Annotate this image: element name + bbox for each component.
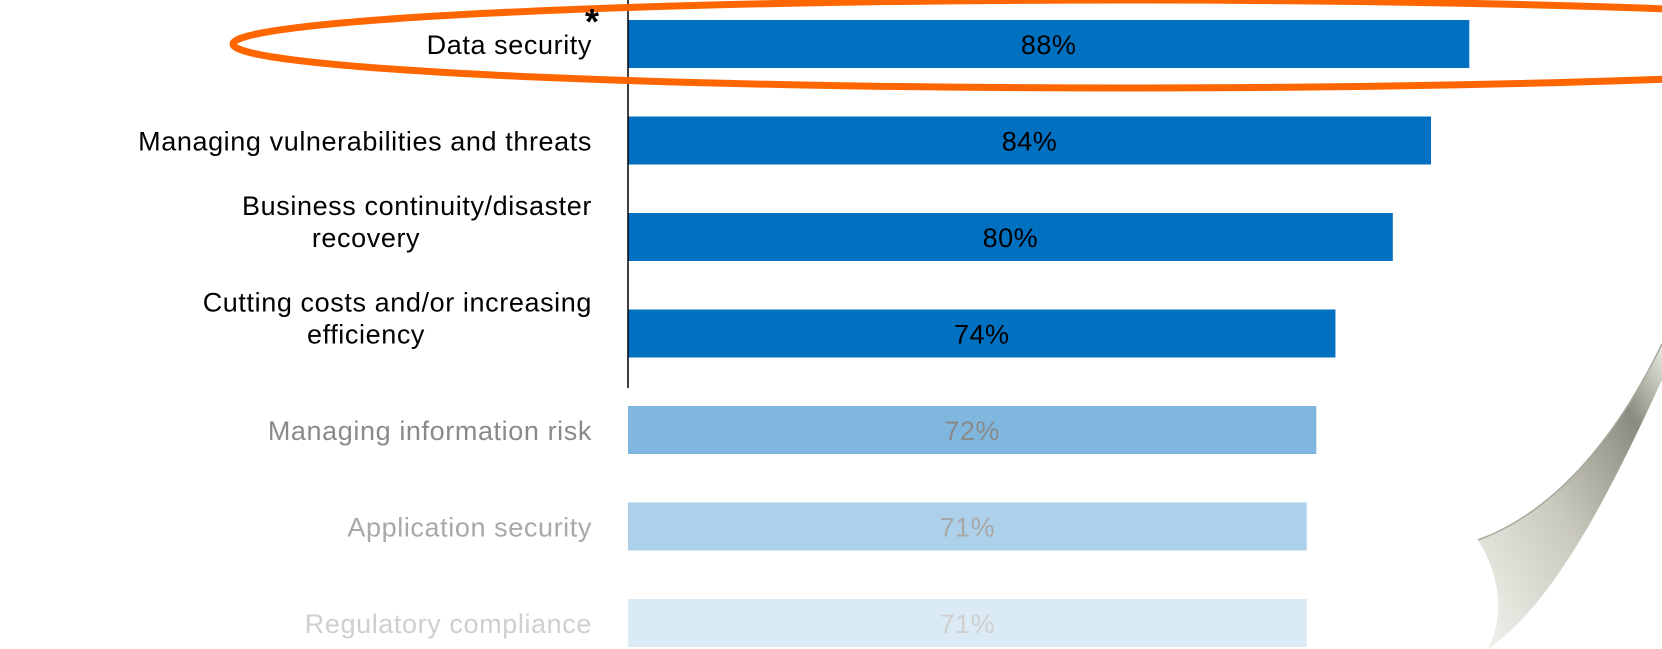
value-label-1: 84% [1002,127,1058,157]
category-label-5: Application security [347,513,592,543]
category-label-6: Regulatory compliance [305,609,592,639]
page-curl-decoration [1477,343,1662,649]
highlight-ellipse [229,0,1662,92]
category-label-1: Managing vulnerabilities and threats [138,127,592,157]
value-label-4: 72% [944,416,1000,446]
bar-2 [628,213,1393,261]
bar-3 [628,309,1336,358]
bar-4 [628,406,1317,454]
highlight-asterisk: * [585,1,599,42]
category-label-2: Business continuity/disaster recovery [242,191,592,253]
value-label-2: 80% [983,223,1039,253]
bar-6 [628,599,1307,647]
category-label-3: Cutting costs and/or increasing efficienc… [203,288,592,350]
value-label-0: 88% [1021,30,1077,60]
bar-1 [628,116,1432,165]
value-label-6: 71% [940,609,996,639]
value-label-5: 71% [940,513,996,543]
category-label-4: Managing information risk [268,416,592,446]
bar-5 [628,502,1307,551]
bar-0 [628,20,1470,68]
value-label-3: 74% [954,320,1010,350]
category-label-0: Data security [427,30,592,60]
